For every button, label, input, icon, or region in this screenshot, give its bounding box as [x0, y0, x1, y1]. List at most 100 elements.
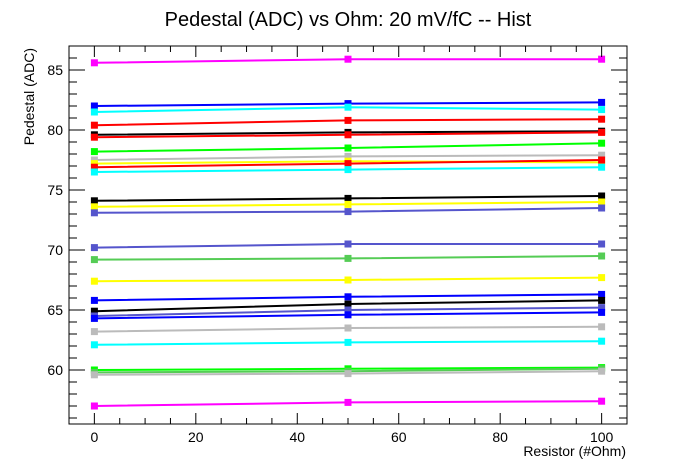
- series-21: [90, 308, 606, 322]
- y-tick-label: 85: [47, 62, 63, 78]
- y-tick-label: 75: [47, 182, 63, 198]
- data-point: [90, 307, 98, 315]
- series-16: [90, 252, 606, 264]
- data-point: [344, 103, 352, 111]
- data-point: [90, 108, 98, 116]
- data-point: [90, 102, 98, 110]
- data-point: [598, 163, 606, 171]
- data-point: [344, 200, 352, 208]
- data-point: [344, 100, 352, 108]
- data-point: [344, 240, 352, 248]
- series-22: [90, 323, 606, 336]
- data-point: [90, 121, 98, 129]
- data-point: [90, 314, 98, 322]
- series-10: [90, 156, 606, 171]
- data-point: [90, 209, 98, 217]
- y-tick-label: 65: [47, 302, 63, 318]
- data-point: [344, 293, 352, 301]
- data-point: [90, 341, 98, 349]
- data-point: [344, 276, 352, 284]
- data-point: [598, 397, 606, 405]
- axes-layer: 0 20 40 60 80 100 60 65 70 75 80 85: [47, 45, 628, 445]
- series-23: [90, 337, 606, 349]
- data-point: [598, 106, 606, 114]
- data-point: [344, 370, 352, 378]
- y-tick-label: 70: [47, 242, 63, 258]
- data-point: [90, 277, 98, 285]
- data-point: [344, 306, 352, 314]
- data-point: [344, 166, 352, 174]
- data-point: [598, 252, 606, 260]
- series-7: [90, 139, 606, 156]
- data-point: [598, 308, 606, 316]
- series-18: [90, 290, 606, 304]
- data-point: [598, 139, 606, 147]
- series-11: [90, 163, 606, 176]
- series-26: [90, 367, 606, 379]
- data-point: [344, 254, 352, 262]
- data-point: [598, 274, 606, 282]
- series-15: [90, 240, 606, 252]
- data-point: [90, 160, 98, 168]
- data-point: [598, 304, 606, 312]
- data-point: [598, 151, 606, 159]
- data-point: [344, 208, 352, 216]
- data-point: [90, 156, 98, 164]
- data-point: [344, 324, 352, 332]
- series-layer: [90, 55, 606, 410]
- series-19: [90, 296, 606, 315]
- data-point: [90, 296, 98, 304]
- data-point: [598, 337, 606, 345]
- data-point: [598, 128, 606, 136]
- x-tick-label: 80: [492, 429, 508, 445]
- data-point: [344, 152, 352, 160]
- series-13: [90, 198, 606, 211]
- data-point: [90, 59, 98, 67]
- data-point: [90, 402, 98, 410]
- data-point: [90, 197, 98, 205]
- data-point: [90, 328, 98, 336]
- data-point: [598, 192, 606, 200]
- data-point: [344, 144, 352, 152]
- series-17: [90, 274, 606, 285]
- x-tick-label: 20: [188, 429, 204, 445]
- data-point: [344, 116, 352, 124]
- data-point: [344, 131, 352, 139]
- series-1: [90, 55, 606, 67]
- data-point: [344, 338, 352, 346]
- data-point: [598, 240, 606, 248]
- data-point: [344, 300, 352, 308]
- data-point: [344, 160, 352, 168]
- data-point: [90, 148, 98, 156]
- x-tick-label: 0: [90, 429, 98, 445]
- series-14: [90, 204, 606, 217]
- x-axis-title: Resistor (#Ohm): [523, 443, 626, 459]
- series-6: [90, 128, 606, 141]
- data-point: [90, 244, 98, 252]
- data-point: [598, 198, 606, 206]
- x-tick-label: 60: [391, 429, 407, 445]
- data-point: [598, 98, 606, 106]
- data-point: [90, 168, 98, 176]
- data-point: [598, 156, 606, 164]
- series-8: [90, 151, 606, 164]
- x-tick-label: 100: [590, 429, 614, 445]
- series-12: [90, 192, 606, 205]
- y-tick-label: 60: [47, 362, 63, 378]
- data-point: [598, 115, 606, 123]
- data-point: [598, 55, 606, 63]
- series-4: [90, 115, 606, 129]
- data-point: [344, 311, 352, 319]
- series-27: [90, 397, 606, 410]
- data-point: [90, 203, 98, 211]
- data-point: [598, 323, 606, 331]
- data-point: [598, 296, 606, 304]
- data-point: [598, 367, 606, 375]
- y-tick-label: 80: [47, 122, 63, 138]
- data-point: [598, 204, 606, 212]
- data-point: [598, 290, 606, 298]
- series-3: [90, 103, 606, 116]
- data-point: [90, 163, 98, 171]
- data-point: [344, 398, 352, 406]
